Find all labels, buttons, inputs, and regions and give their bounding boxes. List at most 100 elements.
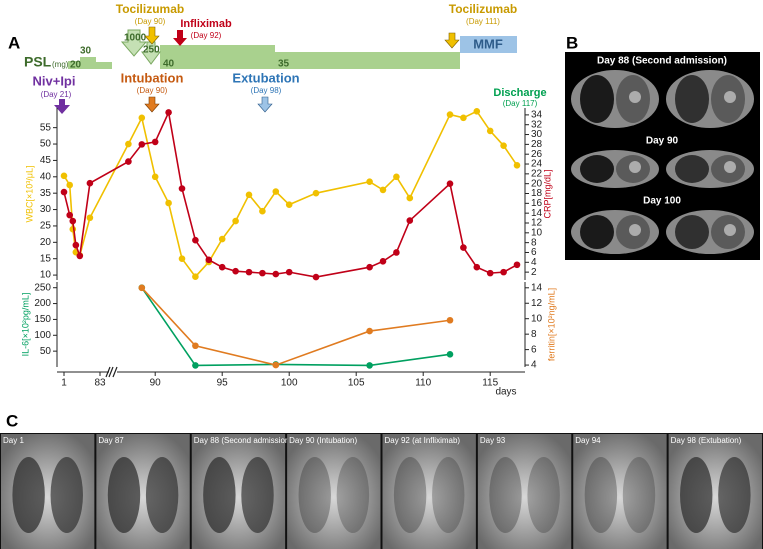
y2-tick-label: 24: [531, 159, 543, 170]
mmf-bar: [460, 36, 517, 53]
data-point: [285, 201, 293, 208]
y-tick-label: 35: [40, 188, 52, 199]
ct-lesion: [724, 161, 736, 173]
y2-tick-label: 30: [531, 129, 543, 140]
x-tick-label: 100: [281, 378, 298, 389]
ct-lung: [675, 75, 709, 123]
data-point: [272, 188, 280, 195]
xray-lung: [50, 457, 83, 533]
data-point: [232, 217, 239, 225]
data-point: [393, 249, 400, 256]
xray-lung: [527, 457, 560, 533]
y-tick-label: 20: [40, 237, 52, 248]
event-arrow: [173, 30, 187, 46]
xray-lung: [489, 457, 522, 533]
y-tick-label: 50: [40, 346, 52, 357]
y2-tick-label: 34: [531, 110, 543, 121]
y2-tick-label: 2: [531, 267, 537, 278]
xray-lung: [336, 457, 370, 533]
event-day: (Day 117): [503, 99, 538, 108]
ct-lung: [580, 75, 614, 123]
xray-image: [382, 434, 476, 549]
data-point: [218, 263, 226, 271]
data-point: [60, 172, 68, 180]
data-point: [125, 140, 132, 148]
data-point: [513, 162, 521, 169]
y2-tick-label: 14: [531, 282, 543, 293]
event-name: Intubation: [121, 70, 184, 85]
data-point: [192, 362, 199, 369]
xray-caption: Day 1: [3, 436, 24, 445]
xray-lung: [298, 457, 331, 533]
data-point: [366, 362, 373, 369]
x-tick-label: 83: [94, 378, 106, 389]
data-point: [379, 258, 387, 265]
data-point: [192, 342, 199, 350]
data-point: [513, 261, 521, 269]
data-point: [259, 207, 266, 215]
event-day: (Day 90): [137, 86, 168, 95]
y2-tick-label: 8: [531, 329, 537, 340]
event-name: Tocilizumab: [116, 2, 184, 16]
axis-break: [105, 366, 118, 378]
data-point: [138, 284, 146, 292]
y-tick-label: 45: [40, 155, 52, 166]
data-point: [232, 267, 239, 275]
event-day: (Day 111): [466, 17, 500, 26]
ct-lung: [580, 155, 614, 183]
event-name: Tocilizumab: [449, 2, 517, 16]
y-tick-label: 10: [40, 270, 52, 281]
event-name: Discharge: [493, 87, 546, 99]
event-arrow: [54, 99, 70, 114]
x-axis-label: days: [495, 387, 516, 398]
event-name: Niv+Ipi: [33, 73, 76, 88]
xray-lung: [203, 457, 236, 533]
y-tick-label: 50: [40, 139, 52, 150]
data-point: [406, 194, 414, 202]
event-arrow: [257, 96, 273, 113]
data-point: [460, 114, 467, 122]
series-line: [63, 110, 518, 278]
data-point: [259, 269, 266, 277]
data-point: [366, 327, 373, 335]
y2-tick-label: 18: [531, 188, 543, 199]
event-arrow: [144, 26, 160, 45]
xray-image: [287, 434, 381, 549]
y-tick-label: 55: [40, 122, 52, 133]
data-point: [272, 361, 280, 369]
ct-lung: [675, 155, 709, 183]
data-point: [165, 199, 172, 207]
psl-dose: 20: [70, 60, 82, 71]
y2-axis-label: CRP[mg/dL]: [542, 169, 552, 218]
psl-bar: [68, 57, 112, 69]
data-point: [69, 217, 77, 225]
data-point: [218, 235, 226, 243]
ct-lesion: [629, 224, 641, 236]
data-point: [312, 189, 320, 197]
y2-axis-label: ferritin[×10²ng/mL]: [546, 288, 556, 361]
y-tick-label: 200: [34, 298, 51, 309]
data-point: [272, 270, 280, 278]
data-point: [366, 178, 373, 186]
ct-caption: Day 100: [643, 196, 681, 207]
mmf-label: MMF: [473, 36, 503, 51]
data-point: [72, 241, 80, 249]
xray-caption: Day 98 (Extubation): [671, 436, 742, 445]
x-tick-label: 90: [150, 378, 162, 389]
data-point: [406, 217, 414, 224]
data-point: [86, 214, 94, 222]
panel-letter: A: [8, 33, 20, 52]
data-point: [446, 111, 454, 118]
y-tick-label: 150: [34, 314, 51, 325]
y-tick-label: 100: [34, 330, 51, 341]
data-point: [473, 107, 481, 115]
data-point: [138, 141, 146, 148]
data-point: [151, 138, 159, 146]
data-point: [446, 351, 454, 358]
y2-tick-label: 6: [531, 247, 537, 258]
psl-dose: 30: [80, 46, 92, 57]
data-point: [460, 244, 467, 251]
